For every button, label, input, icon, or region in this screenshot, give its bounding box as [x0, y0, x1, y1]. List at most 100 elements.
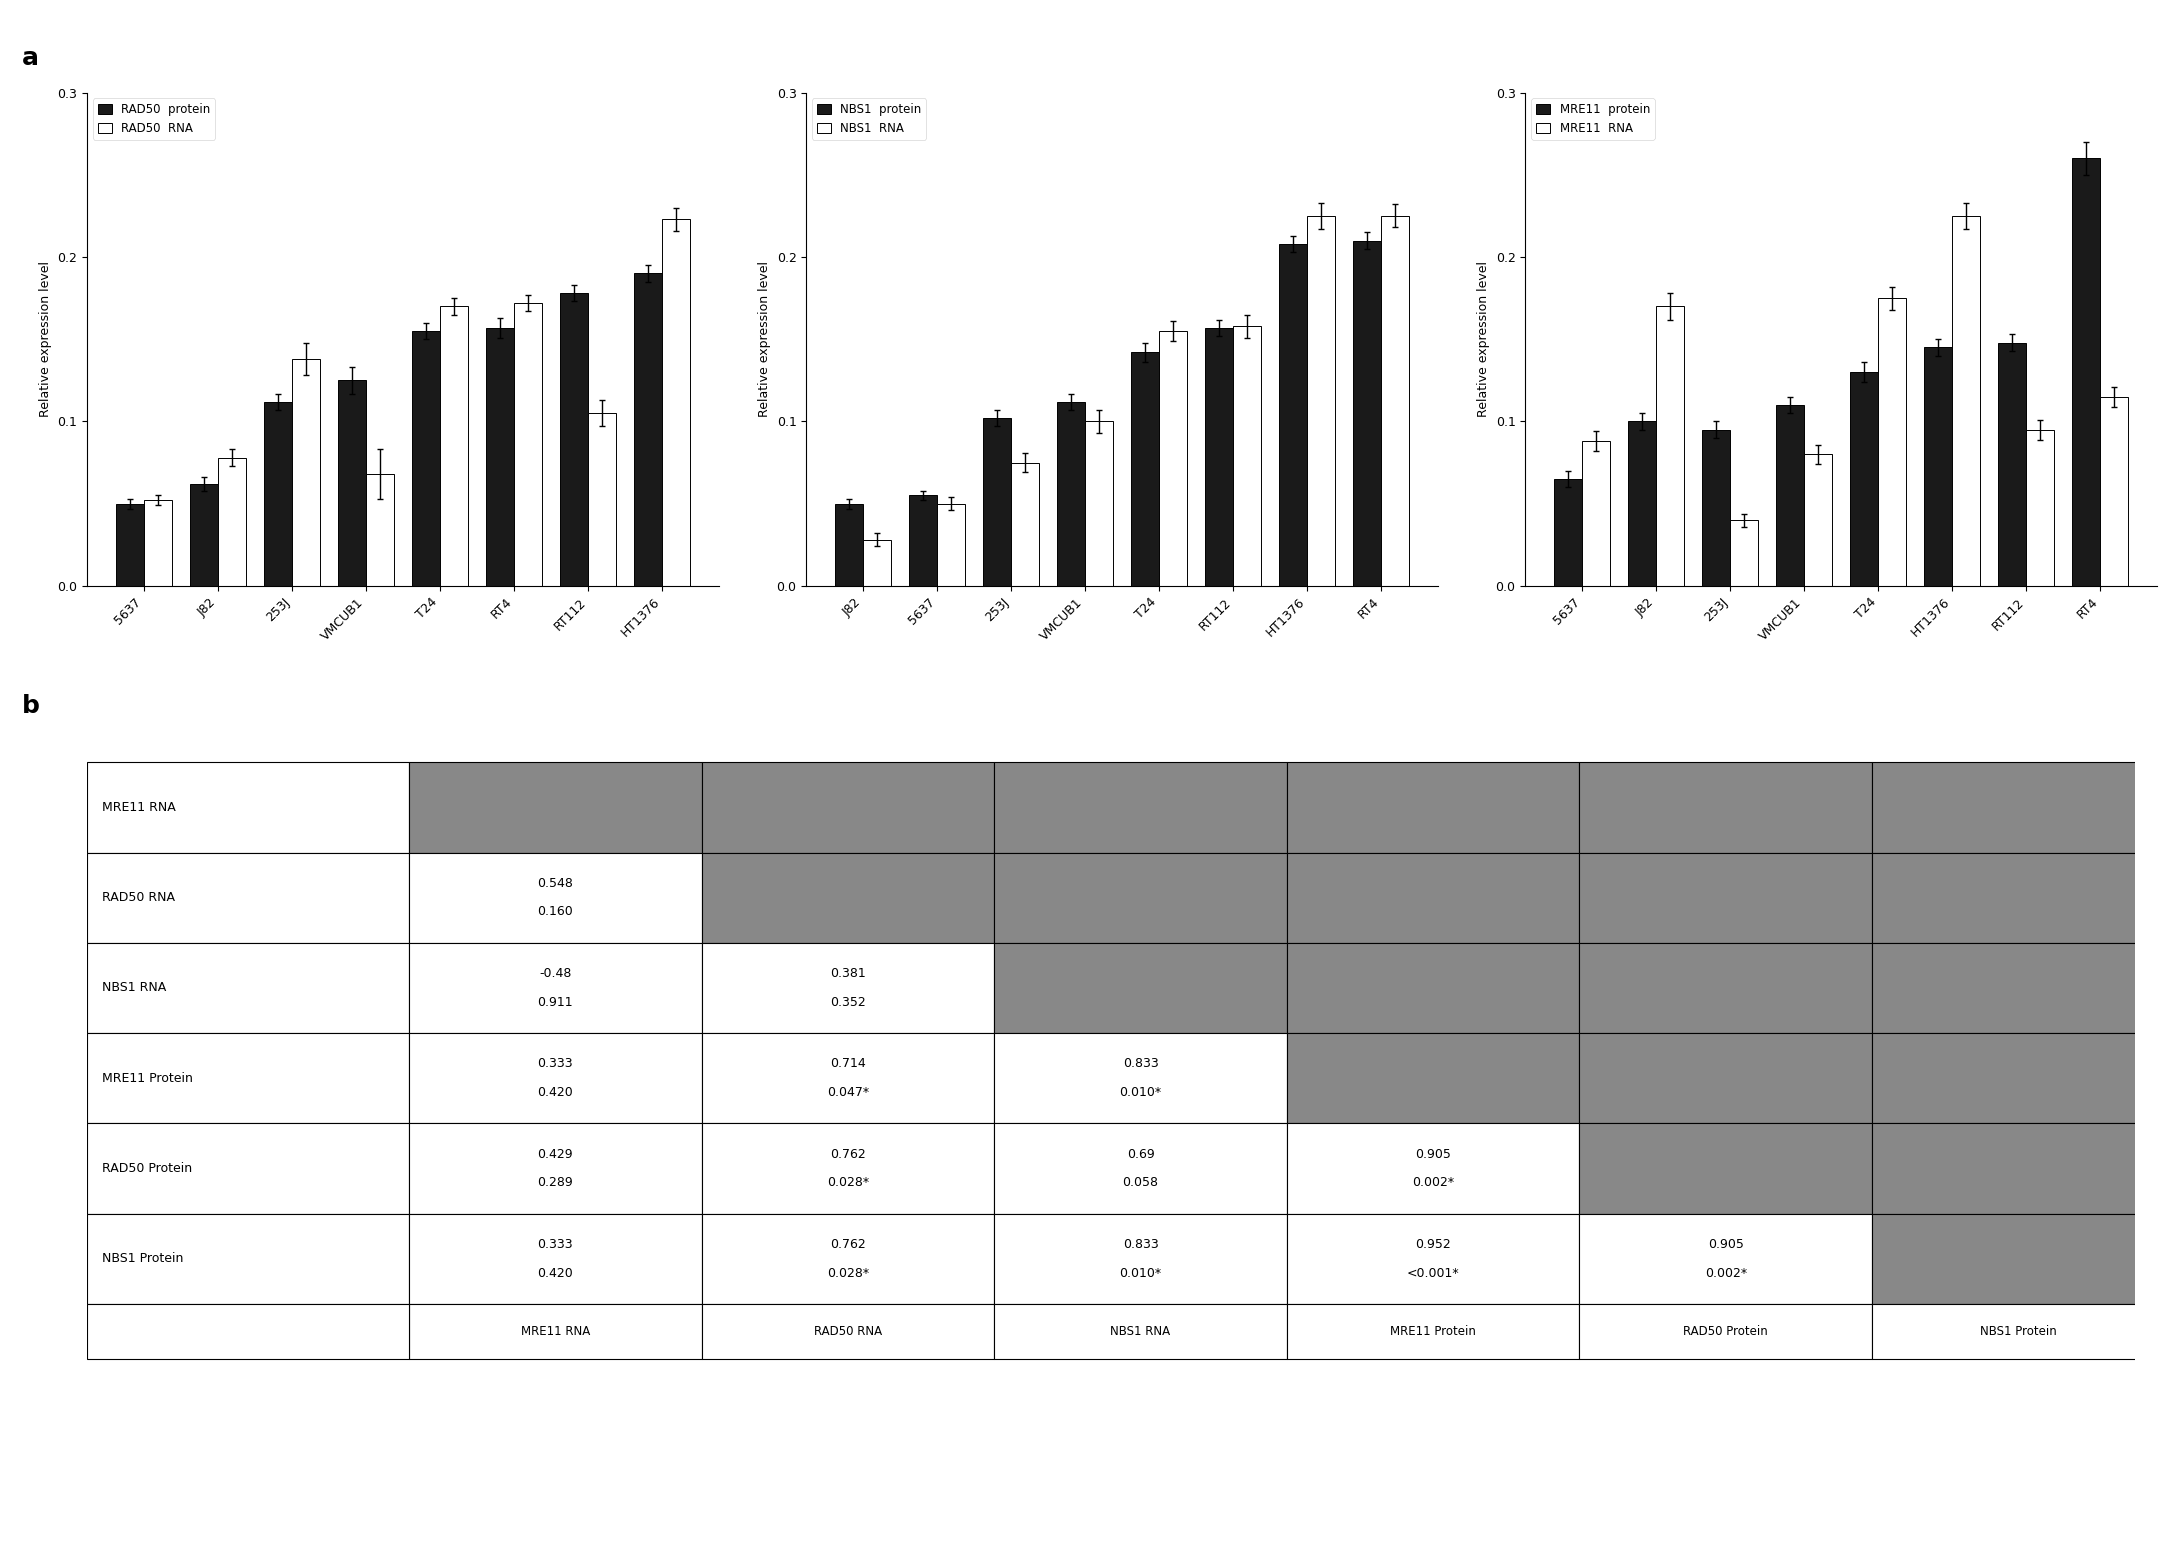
Bar [87, 1124, 410, 1214]
Bar [440, 307, 468, 586]
Bar [1582, 441, 1610, 586]
Text: 0.002*: 0.002* [1412, 1177, 1453, 1189]
Bar [835, 504, 863, 586]
Bar [983, 418, 1011, 586]
Text: 0.002*: 0.002* [1704, 1266, 1748, 1280]
Text: <0.001*: <0.001* [1408, 1266, 1460, 1280]
Bar [1872, 1033, 2164, 1124]
Bar [366, 473, 394, 586]
Bar [264, 402, 292, 586]
Text: 0.69: 0.69 [1127, 1147, 1155, 1161]
Bar [1353, 241, 1381, 586]
Text: 0.420: 0.420 [538, 1266, 573, 1280]
Text: -0.48: -0.48 [538, 967, 571, 981]
Text: NBS1 Protein: NBS1 Protein [1981, 1325, 2057, 1338]
Bar [412, 332, 440, 586]
Text: NBS1 Protein: NBS1 Protein [102, 1252, 183, 1266]
Bar [994, 853, 1288, 942]
Y-axis label: Relative expression level: Relative expression level [758, 261, 771, 418]
Text: MRE11 Protein: MRE11 Protein [1390, 1325, 1475, 1338]
Bar [1872, 762, 2164, 853]
Bar [702, 942, 994, 1033]
Text: 0.010*: 0.010* [1120, 1086, 1161, 1099]
Text: MRE11 Protein: MRE11 Protein [102, 1072, 192, 1086]
Bar [994, 1305, 1288, 1359]
Text: 0.905: 0.905 [1414, 1147, 1451, 1161]
Bar [994, 1033, 1288, 1124]
Bar [87, 942, 410, 1033]
Bar [994, 762, 1288, 853]
Legend: RAD50  protein, RAD50  RNA: RAD50 protein, RAD50 RNA [94, 99, 216, 140]
Bar [2072, 159, 2101, 586]
Text: 0.762: 0.762 [830, 1147, 865, 1161]
Bar [338, 381, 366, 586]
Bar [702, 762, 994, 853]
Bar [87, 853, 410, 942]
Bar [1307, 216, 1336, 586]
Bar [1288, 1033, 1580, 1124]
Text: RAD50 RNA: RAD50 RNA [815, 1325, 882, 1338]
Bar [909, 495, 937, 586]
Text: a: a [22, 46, 39, 71]
Bar [1580, 1214, 1872, 1305]
Bar [1554, 480, 1582, 586]
Bar [1952, 216, 1981, 586]
Text: RAD50 Protein: RAD50 Protein [1684, 1325, 1767, 1338]
Bar [560, 293, 588, 586]
Text: 0.762: 0.762 [830, 1238, 865, 1251]
Text: NBS1 RNA: NBS1 RNA [1111, 1325, 1170, 1338]
Bar [1288, 1305, 1580, 1359]
Bar [1878, 298, 1907, 586]
Bar [702, 1305, 994, 1359]
Bar [1288, 942, 1580, 1033]
Text: 0.352: 0.352 [830, 996, 865, 1008]
Bar [1730, 520, 1758, 586]
Bar [1580, 762, 1872, 853]
Bar [1011, 463, 1039, 586]
Bar [1279, 244, 1307, 586]
Bar [1998, 342, 2026, 586]
Bar [1085, 421, 1113, 586]
Text: 0.160: 0.160 [538, 905, 573, 919]
Bar [410, 853, 702, 942]
Bar [1580, 1305, 1872, 1359]
Text: 0.047*: 0.047* [826, 1086, 869, 1099]
Text: 0.028*: 0.028* [826, 1266, 869, 1280]
Bar [1381, 216, 1410, 586]
Bar [87, 1214, 410, 1305]
Legend: NBS1  protein, NBS1  RNA: NBS1 protein, NBS1 RNA [813, 99, 926, 140]
Text: 0.058: 0.058 [1122, 1177, 1159, 1189]
Text: RAD50 Protein: RAD50 Protein [102, 1163, 192, 1175]
Bar [1924, 347, 1952, 586]
Bar [1057, 402, 1085, 586]
Bar [937, 504, 965, 586]
Bar [410, 942, 702, 1033]
Bar [1288, 762, 1580, 853]
Bar [410, 1305, 702, 1359]
Text: 0.714: 0.714 [830, 1058, 865, 1070]
Y-axis label: Relative expression level: Relative expression level [39, 261, 52, 418]
Bar [1580, 942, 1872, 1033]
Bar [190, 484, 218, 586]
Text: 0.010*: 0.010* [1120, 1266, 1161, 1280]
Bar [486, 328, 514, 586]
Text: 0.420: 0.420 [538, 1086, 573, 1099]
Bar [2101, 396, 2129, 586]
Bar [1233, 325, 1262, 586]
Text: 0.381: 0.381 [830, 967, 865, 981]
Text: NBS1 RNA: NBS1 RNA [102, 981, 166, 995]
Text: 0.833: 0.833 [1122, 1058, 1159, 1070]
Bar [1580, 1124, 1872, 1214]
Bar [1872, 853, 2164, 942]
Bar [115, 504, 144, 586]
Bar [702, 1033, 994, 1124]
Y-axis label: Relative expression level: Relative expression level [1477, 261, 1490, 418]
Bar [1656, 307, 1684, 586]
Bar [410, 762, 702, 853]
Text: 0.833: 0.833 [1122, 1238, 1159, 1251]
Bar [1702, 430, 1730, 586]
Text: 0.333: 0.333 [538, 1058, 573, 1070]
Text: MRE11 RNA: MRE11 RNA [102, 800, 176, 814]
Bar [87, 1305, 410, 1359]
Bar [1288, 1214, 1580, 1305]
